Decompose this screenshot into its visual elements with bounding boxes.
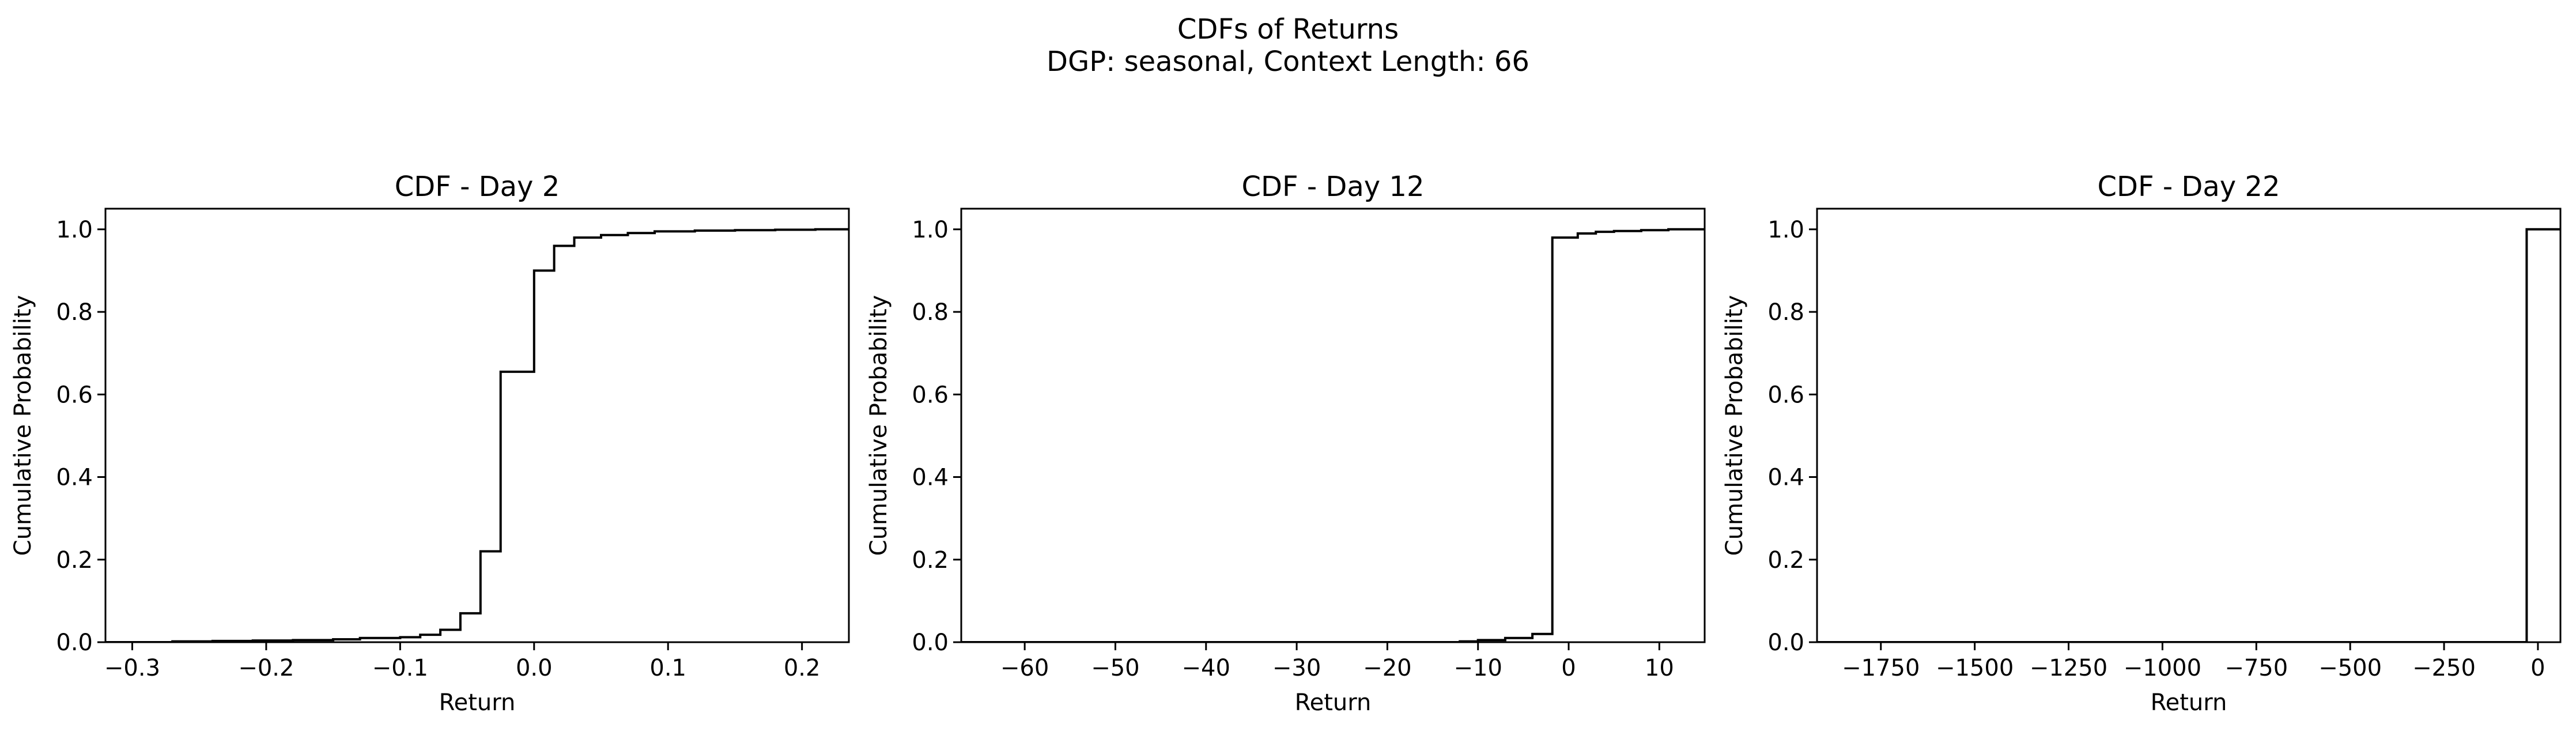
y-tick-label: 0.4 — [912, 465, 949, 491]
y-tick-label: 1.0 — [912, 217, 949, 243]
subplot-day-22: CDF - Day 22 −1750 −1500 −1250 −1000 −750 −500… — [1721, 171, 2562, 716]
x-tick-label: −1250 — [2030, 655, 2107, 681]
y-tick-label: 0.6 — [56, 382, 93, 408]
x-tick-label: −20 — [1363, 655, 1411, 681]
y-tick-label: 1.0 — [56, 217, 93, 243]
x-axis-label: Return — [439, 689, 516, 716]
y-axis-label: Cumulative Probability — [866, 295, 892, 556]
y-tick-label: 0.0 — [912, 630, 949, 656]
cdf-step-line — [1817, 228, 2560, 642]
x-tick-label: −750 — [2224, 655, 2288, 681]
y-tick-label: 0.0 — [56, 630, 93, 656]
x-axis-label: Return — [1295, 689, 1372, 716]
x-tick-label: −0.1 — [372, 655, 428, 681]
subplot-title: CDF - Day 2 — [395, 171, 560, 203]
x-tick-label: −10 — [1453, 655, 1502, 681]
x-tick-label: 0.1 — [649, 655, 686, 681]
x-tick-label: 0 — [2530, 655, 2545, 681]
subplot-title: CDF - Day 22 — [2097, 171, 2280, 203]
y-tick-label: 0.4 — [1767, 465, 1804, 491]
y-tick-label: 0.6 — [912, 382, 949, 408]
x-axis-label: Return — [2151, 689, 2227, 716]
x-tick-label: −1500 — [1936, 655, 2014, 681]
x-tick-label: −1000 — [2124, 655, 2201, 681]
axes-frame — [1816, 208, 2562, 643]
subplot-day-12: CDF - Day 12 −60 −50 −40 −30 −20 −10 0 10 0.0 0.2 0… — [866, 171, 1706, 716]
x-tick-label: 0 — [1561, 655, 1576, 681]
x-tick-label: −1750 — [1842, 655, 1920, 681]
x-tick-label: −50 — [1091, 655, 1139, 681]
x-tick-label: −60 — [1000, 655, 1049, 681]
x-tick-label: 10 — [1645, 655, 1674, 681]
y-tick-label: 0.8 — [56, 299, 93, 326]
x-tick-label: −0.3 — [104, 655, 160, 681]
cdf-step-line — [105, 228, 849, 642]
y-tick-label: 0.4 — [56, 465, 93, 491]
y-tick-label: 0.8 — [1767, 299, 1804, 326]
x-tick-label: −40 — [1182, 655, 1230, 681]
x-tick-label: 0.2 — [784, 655, 821, 681]
figure-title-line2: DGP: seasonal, Context Length: 66 — [1047, 46, 1529, 78]
x-tick-label: −250 — [2412, 655, 2476, 681]
subplot-title: CDF - Day 12 — [1241, 171, 1424, 203]
y-tick-label: 0.2 — [912, 547, 949, 574]
x-tick-label: 0.0 — [516, 655, 553, 681]
axes-frame — [104, 208, 850, 643]
figure-title-line1: CDFs of Returns — [1177, 13, 1399, 46]
x-tick-label: −0.2 — [238, 655, 294, 681]
y-tick-label: 0.8 — [912, 299, 949, 326]
y-tick-label: 0.0 — [1767, 630, 1804, 656]
x-tick-label: −500 — [2318, 655, 2382, 681]
axes-frame — [960, 208, 1706, 643]
y-tick-label: 0.2 — [56, 547, 93, 574]
x-tick-label: −30 — [1272, 655, 1321, 681]
y-axis-label: Cumulative Probability — [10, 295, 36, 556]
y-tick-label: 0.6 — [1767, 382, 1804, 408]
subplot-day-2: CDF - Day 2 −0.3 −0.2 −0.1 0.0 0.1 0.2 0.0 0.2 0.… — [10, 171, 850, 716]
y-tick-label: 0.2 — [1767, 547, 1804, 574]
y-axis-label: Cumulative Probability — [1721, 295, 1748, 556]
y-tick-label: 1.0 — [1767, 217, 1804, 243]
